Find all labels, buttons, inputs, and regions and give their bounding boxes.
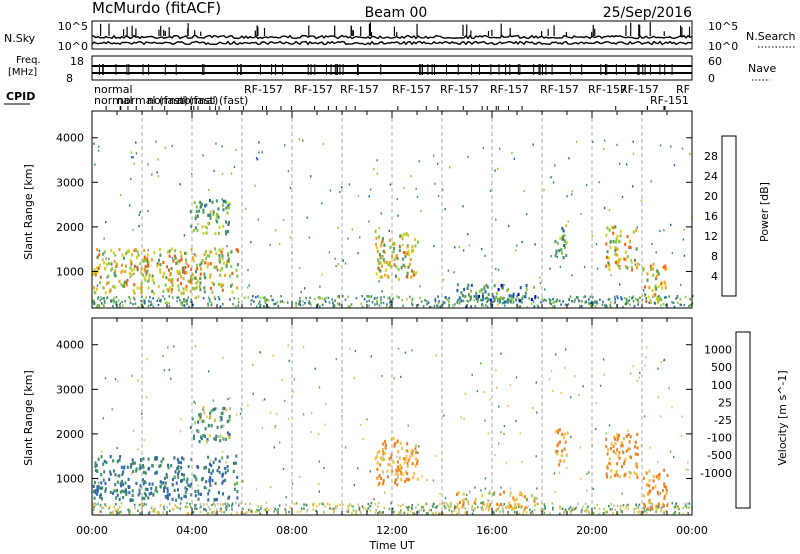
velocity-colorbar-tick: -1000 [700,467,732,480]
power-colorbar-tick: 12 [704,230,718,243]
sky-tick-top: 10^5 [58,20,88,33]
velocity-colorbar: 1000 500 100 25 -25 -100 -500 -1000 [700,331,751,509]
cpid-name: RF-157 [294,83,333,96]
x-tick-label: 04:00 [176,524,208,537]
velocity-colorbar-tick: 500 [711,361,732,374]
freq-tick-bottom: 8 [66,72,73,85]
velocity-y-ticks: 1000 2000 3000 4000 [56,339,692,485]
search-tick-bottom: 10^0 [708,40,738,53]
x-tick-label: 08:00 [276,524,308,537]
nave-tick-bottom: 0 [708,72,715,85]
cpid-name: RF-157 [588,83,627,96]
cpid-name: RF [676,83,690,96]
cpid-name: RF-157 [540,83,579,96]
velocity-colorbar-label: Velocity [m s^-1] [776,370,789,465]
power-colorbar-tick: 28 [704,150,718,163]
x-tick-label: 00:00 [76,524,108,537]
power-y-axis-label: Slant Range [km] [22,164,35,260]
x-axis-ticks: 00:00 04:00 08:00 12:00 16:00 20:00 00:00 [76,111,708,537]
nave-tick-top: 60 [708,55,722,68]
cpid-name: RF-157 [490,83,529,96]
velocity-colorbar-tick: -100 [707,432,732,445]
cpid-name: RF-157 [244,83,283,96]
velocity-colorbar-tick: -500 [707,449,732,462]
power-colorbar-tick: 8 [711,250,718,263]
x-tick-label: 12:00 [376,524,408,537]
power-colorbar-tick: 4 [711,270,718,283]
search-tick-top: 10^5 [708,20,738,33]
date-title: 25/Sep/2016 [603,5,692,21]
y-tick-label: 1000 [56,472,84,485]
cpid-name: RF-157 [340,83,379,96]
power-colorbar: 4 8 12 16 20 24 28 [704,135,737,297]
sky-noise-lines [91,22,693,46]
velocity-colorbar-tick: 25 [718,396,732,409]
power-panel: 1000 2000 3000 4000 Slant Range [km] 4 8 12 16… [22,110,771,309]
x-tick-label: 16:00 [476,524,508,537]
freq-unit-label: [MHz] [8,67,37,78]
velocity-panel: 1000 2000 3000 4000 Slant Range [km] 1000 50… [22,317,789,516]
power-colorbar-tick: 16 [704,210,718,223]
cpid-name: normal (fast) [147,94,218,107]
velocity-colorbar-tick: -25 [714,414,732,427]
cpid-name: RF-151 [650,94,689,107]
power-colorbar-tick: 24 [704,170,718,183]
power-y-ticks: 1000 2000 3000 4000 [56,132,692,278]
velocity-grid [141,318,643,515]
cpid-name: RF-157 [620,83,659,96]
velocity-colorbar-tick: 100 [711,379,732,392]
velocity-colorbar-tick: 1000 [704,344,732,357]
beam-title: Beam 00 [365,5,428,21]
station-title: McMurdo (fitACF) [92,0,221,17]
velocity-y-axis-label: Slant Range [km] [22,370,35,466]
power-colorbar-tick: 20 [704,190,718,203]
x-axis-label: Time UT [368,539,414,552]
cpid-name: normal [94,83,133,96]
cpid-name: normal (fast) [177,94,248,107]
freq-label: Freq. [16,55,41,66]
cpid-name: normal (fast) [117,94,188,107]
sky-tick-bottom: 10^0 [58,40,88,53]
cpid-name: RF-157 [440,83,479,96]
freq-tick-top: 18 [70,55,84,68]
x-tick-label: 00:00 [676,524,708,537]
velocity-echoes [92,344,693,516]
freq-lines [92,64,692,75]
y-tick-label: 2000 [56,221,84,234]
y-tick-label: 3000 [56,176,84,189]
search-label: N.Search [746,30,796,43]
cpid-name: RF-157 [392,83,431,96]
nave-label: Nave [748,62,776,75]
y-tick-label: 1000 [56,265,84,278]
cpid-label: CPID [6,90,35,103]
sky-search-panel: N.Sky 10^5 10^0 10^5 10^0 N.Search [4,20,796,53]
cpid-name: normal [94,94,133,107]
power-grid [141,111,643,308]
power-echoes [92,138,694,309]
freq-nave-panel: Freq. [MHz] 18 8 60 0 Nave [8,55,776,85]
y-tick-label: 2000 [56,428,84,441]
power-colorbar-label: Power [dB] [758,182,771,242]
x-tick-label: 20:00 [576,524,608,537]
y-tick-label: 4000 [56,339,84,352]
y-tick-label: 4000 [56,132,84,145]
y-tick-label: 3000 [56,383,84,396]
sky-label: N.Sky [4,32,36,45]
